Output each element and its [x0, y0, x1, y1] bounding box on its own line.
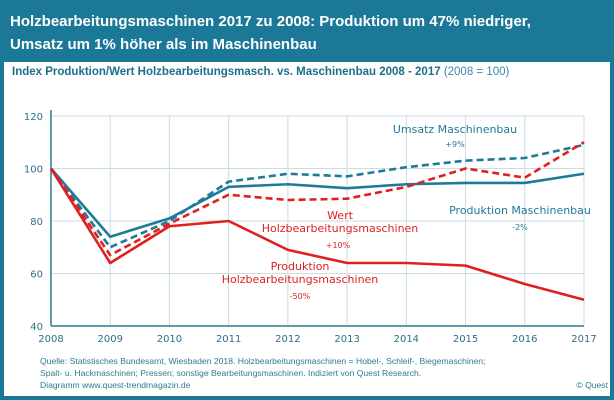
x-tick-label: 2012	[275, 334, 300, 345]
y-tick-label: 80	[30, 217, 43, 228]
source-line-2: Spalt- u. Hackmaschinen; Pressen; sonsti…	[40, 368, 422, 378]
y-tick-label: 100	[24, 165, 43, 176]
source-note: Quelle: Statistisches Bundesamt, Wiesbad…	[40, 355, 485, 391]
x-tick-label: 2014	[394, 334, 419, 345]
x-tick-label: 2015	[453, 334, 478, 345]
y-tick-label: 120	[24, 112, 43, 123]
series-line-0	[50, 167, 585, 239]
source-line-1: Quelle: Statistisches Bundesamt, Wiesbad…	[40, 356, 486, 366]
series-label-2: Wert Holzbearbeitungsmaschinen	[262, 209, 419, 235]
x-tick-label: 2016	[512, 334, 537, 345]
subtitle-main: Index Produktion/Wert Holzbearbeitungsma…	[12, 66, 441, 78]
subtitle-note: (2008 = 100)	[443, 66, 510, 78]
series-line-1	[49, 143, 585, 249]
series-label-0: Produktion Maschinenbau	[449, 204, 591, 217]
x-tick-label: 2008	[38, 334, 63, 345]
title-line-2: Umsatz um 1% höher als im Maschinenbau	[10, 36, 317, 53]
y-tick-label: 60	[30, 270, 43, 281]
series-change-0: -2%	[512, 223, 528, 232]
y-tick-label: 40	[30, 322, 43, 333]
x-tick-label: 2017	[571, 334, 596, 345]
chart-title: Holzbearbeitungsmaschinen 2017 zu 2008: …	[4, 4, 610, 62]
chart-subtitle: Index Produktion/Wert Holzbearbeitungsma…	[12, 66, 509, 78]
series-change-2: +10%	[326, 241, 351, 250]
series-change-3: -50%	[290, 292, 311, 301]
x-tick-label: 2010	[157, 334, 182, 345]
source-line-3: Diagramm www.quest-trendmagazin.de	[40, 380, 191, 390]
series-label-3: Produktion Holzbearbeitungsmaschinen	[222, 260, 379, 286]
title-line-1: Holzbearbeitungsmaschinen 2017 zu 2008: …	[10, 13, 531, 30]
x-tick-label: 2011	[216, 334, 241, 345]
series-label-1: Umsatz Maschinenbau	[393, 123, 517, 136]
x-tick-label: 2013	[334, 334, 359, 345]
series-change-1: +9%	[445, 140, 465, 149]
copyright: © Quest	[576, 380, 608, 390]
series-line-2	[49, 141, 585, 257]
x-tick-label: 2009	[97, 334, 122, 345]
series-line-3	[49, 167, 585, 302]
